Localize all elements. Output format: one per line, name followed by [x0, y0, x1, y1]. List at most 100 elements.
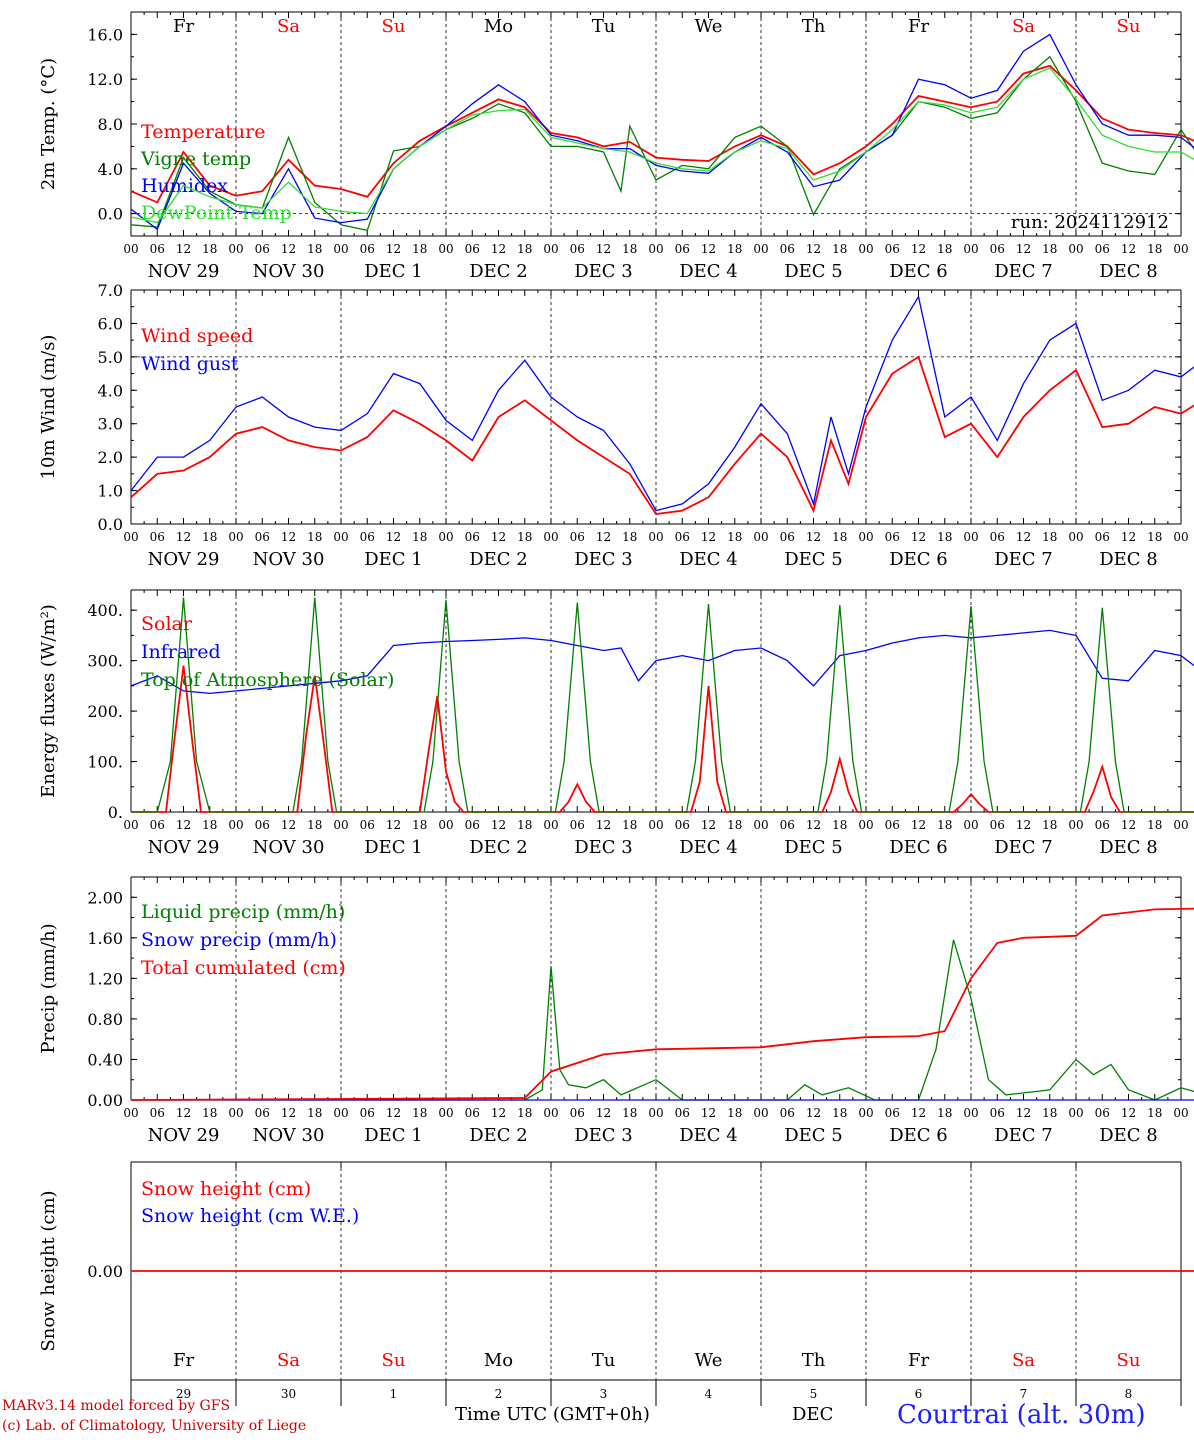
hour-tick-label: 12 [1121, 242, 1136, 256]
hour-tick-label: 18 [1147, 818, 1162, 832]
date-label: NOV 29 [148, 1125, 220, 1146]
legend-entry: Wind gust [141, 353, 239, 375]
hour-tick-label: 06 [990, 530, 1005, 544]
date-label: DEC 1 [364, 261, 423, 282]
date-label: DEC 2 [469, 261, 528, 282]
hour-tick-label: 00 [438, 242, 453, 256]
hour-tick-label: 06 [465, 530, 480, 544]
hour-tick-label: 18 [202, 1106, 217, 1120]
hour-tick-label: 06 [675, 242, 690, 256]
date-label: DEC 1 [364, 549, 423, 570]
hour-tick-label: 06 [150, 1106, 165, 1120]
hour-tick-label: 00 [858, 242, 873, 256]
hour-tick-label: 06 [990, 818, 1005, 832]
date-label: DEC 6 [889, 837, 948, 858]
panel-wind: 00 06 12 18 00 06 12 18 00 06 12 18 00 06 12 18 00 06 12 18… [38, 281, 1194, 570]
hour-tick-label: 00 [963, 1106, 978, 1120]
hour-tick-label: 18 [517, 242, 532, 256]
date-label: DEC 8 [1099, 261, 1158, 282]
hour-tick-label: 18 [727, 818, 742, 832]
hour-tick-label: 00 [543, 1106, 558, 1120]
hour-tick-label: 06 [360, 1106, 375, 1120]
y-tick-label: 8.0 [98, 115, 123, 134]
hour-tick-label: 18 [622, 242, 637, 256]
weekday-label: Sa [1012, 1350, 1035, 1371]
hour-tick-label: 18 [622, 1106, 637, 1120]
hour-tick-label: 06 [675, 1106, 690, 1120]
y-tick-label: 200. [87, 702, 123, 721]
day-number-label: 3 [600, 1387, 608, 1401]
legend-entry: Liquid precip (mm/h) [141, 901, 345, 923]
y-tick-label: 6.0 [98, 314, 123, 333]
hour-tick-label: 06 [255, 530, 270, 544]
hour-tick-label: 18 [937, 818, 952, 832]
hour-tick-label: 00 [123, 530, 138, 544]
y-tick-label: 1.20 [87, 969, 123, 988]
hour-tick-label: 00 [648, 242, 663, 256]
hour-tick-label: 12 [701, 242, 716, 256]
y-tick-label: 0.00 [87, 1262, 123, 1281]
hour-tick-label: 06 [360, 530, 375, 544]
hour-tick-label: 12 [1016, 1106, 1031, 1120]
y-tick-label: 0.00 [87, 1091, 123, 1110]
hour-tick-label: 12 [1016, 242, 1031, 256]
y-tick-label: 0.80 [87, 1010, 123, 1029]
hour-tick-label: 00 [333, 818, 348, 832]
hour-tick-label: 06 [570, 1106, 585, 1120]
weekday-label: Mo [484, 1350, 513, 1371]
legend-entry: Temperature [141, 121, 265, 143]
hour-tick-label: 00 [753, 530, 768, 544]
hour-tick-label: 18 [727, 242, 742, 256]
weekday-label: We [695, 16, 723, 37]
time-axis-label: Time UTC (GMT+0h) [455, 1404, 650, 1425]
date-label: DEC 6 [889, 549, 948, 570]
hour-tick-label: 12 [176, 242, 191, 256]
hour-tick-label: 06 [465, 818, 480, 832]
hour-tick-label: 18 [202, 530, 217, 544]
date-label: DEC 6 [889, 1125, 948, 1146]
hour-tick-label: 00 [333, 530, 348, 544]
hour-tick-label: 00 [438, 530, 453, 544]
legend-entry: Infrared [141, 641, 221, 663]
hour-tick-label: 00 [1068, 242, 1083, 256]
y-axis-label: Snow height (cm) [38, 1190, 59, 1351]
date-label: NOV 29 [148, 549, 220, 570]
panel-flux: 00 06 12 18 00 06 12 18 00 06 12 18 00 06 12 18 00 06 12 18… [38, 589, 1194, 858]
hour-tick-label: 00 [228, 242, 243, 256]
hour-tick-label: 00 [1068, 1106, 1083, 1120]
hour-tick-label: 18 [1042, 530, 1057, 544]
hour-tick-label: 12 [1016, 818, 1031, 832]
hour-tick-label: 18 [1042, 242, 1057, 256]
hour-tick-label: 18 [832, 818, 847, 832]
weekday-label: We [695, 1350, 723, 1371]
hour-tick-label: 06 [885, 242, 900, 256]
hour-tick-label: 18 [412, 818, 427, 832]
date-label: DEC 2 [469, 837, 528, 858]
hour-tick-label: 12 [911, 1106, 926, 1120]
hour-tick-label: 06 [360, 242, 375, 256]
hour-tick-label: 00 [648, 818, 663, 832]
hour-tick-label: 18 [412, 242, 427, 256]
hour-tick-label: 18 [412, 1106, 427, 1120]
hour-tick-label: 06 [360, 818, 375, 832]
hour-tick-label: 06 [255, 242, 270, 256]
hour-tick-label: 00 [963, 530, 978, 544]
hour-tick-label: 12 [806, 1106, 821, 1120]
hour-tick-label: 00 [228, 818, 243, 832]
hour-tick-label: 18 [517, 1106, 532, 1120]
hour-tick-label: 12 [1121, 1106, 1136, 1120]
y-tick-label: 7.0 [98, 281, 123, 300]
legend-entry: Snow height (cm W.E.) [141, 1205, 359, 1227]
hour-tick-label: 00 [1068, 818, 1083, 832]
date-label: DEC 4 [679, 837, 738, 858]
date-label: NOV 29 [148, 837, 220, 858]
weekday-label: Su [382, 16, 406, 37]
hour-tick-label: 12 [491, 242, 506, 256]
weekday-label: Th [802, 1350, 826, 1371]
day-number-label: 4 [705, 1387, 713, 1401]
hour-tick-label: 06 [1095, 530, 1110, 544]
y-axis-label: 2m Temp. (°C) [38, 58, 59, 190]
hour-tick-label: 06 [1095, 818, 1110, 832]
panel-temp: 00 06 12 18 00 06 12 18 00 06 12 18 00 06 12 18 00 06 12 18… [38, 11, 1194, 282]
series-line-infrared [130, 629, 1194, 695]
